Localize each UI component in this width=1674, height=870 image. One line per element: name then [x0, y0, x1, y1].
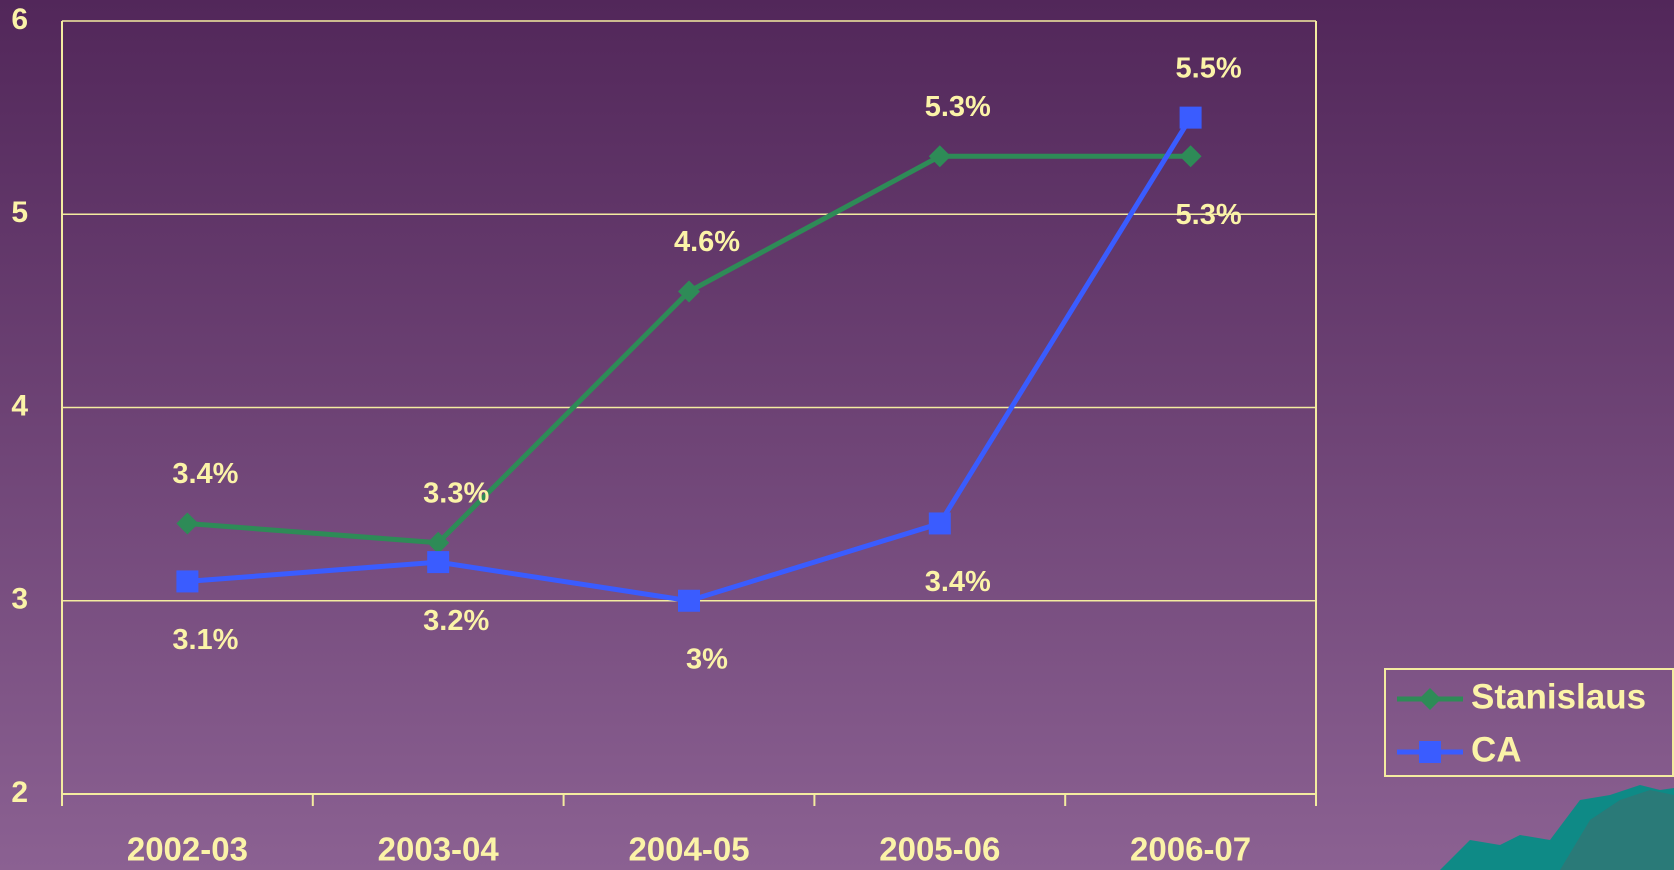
data-label: 4.6% [674, 226, 740, 258]
marker [1180, 107, 1202, 129]
marker [678, 590, 700, 612]
data-label: 5.3% [925, 91, 991, 123]
x-tick-label: 2002-03 [127, 831, 248, 868]
x-tick-label: 2003-04 [378, 831, 500, 868]
legend-label: Stanislaus [1471, 677, 1646, 716]
legend-label: CA [1471, 730, 1522, 769]
x-tick-label: 2004-05 [628, 831, 749, 868]
data-label: 3% [686, 643, 728, 675]
marker [929, 512, 951, 534]
data-label: 5.3% [1176, 199, 1242, 231]
marker [427, 551, 449, 573]
chart: 2 3 4 5 6 2002-03 2003-04 2004-05 2005-06 2006-07… [0, 0, 1674, 870]
marker [1419, 741, 1441, 763]
marker [176, 570, 198, 592]
background [0, 0, 1674, 870]
data-label: 3.3% [423, 477, 489, 509]
y-tick-label: 5 [11, 196, 28, 229]
x-tick-label: 2006-07 [1130, 831, 1251, 868]
x-tick-label: 2005-06 [879, 831, 1000, 868]
data-label: 3.4% [925, 566, 991, 598]
y-tick-label: 4 [11, 389, 28, 422]
data-label: 3.1% [172, 624, 238, 656]
data-label: 3.4% [172, 458, 238, 490]
y-tick-label: 3 [11, 583, 28, 616]
y-tick-label: 6 [11, 3, 28, 36]
y-tick-label: 2 [11, 776, 28, 809]
data-label: 3.2% [423, 605, 489, 637]
data-label: 5.5% [1176, 52, 1242, 84]
